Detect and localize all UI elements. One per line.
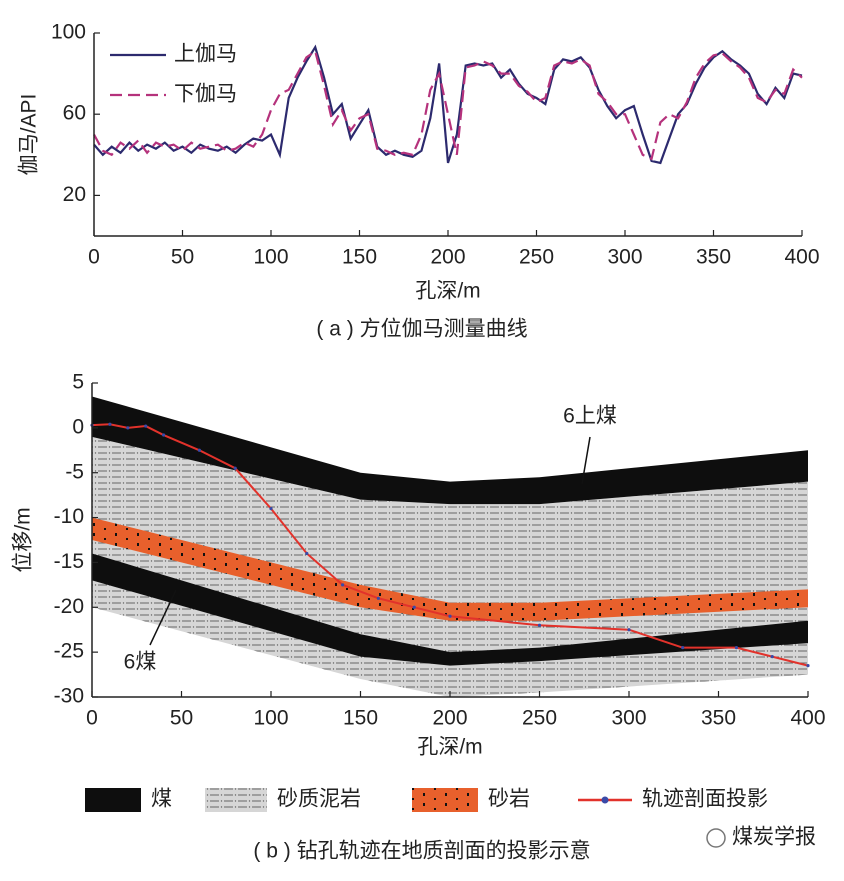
y-tick-label: 100	[51, 21, 86, 44]
trajectory-point	[341, 583, 345, 587]
x-tick-label: 100	[253, 246, 288, 269]
x-tick-label: 250	[522, 707, 557, 730]
gamma-line	[93, 49, 803, 161]
x-tick-label: 400	[790, 707, 825, 730]
trajectory-point	[627, 628, 631, 632]
legend-swatch	[205, 788, 267, 812]
y-tick-label: -15	[54, 550, 84, 573]
y-tick-label: 20	[63, 183, 86, 206]
trajectory-point	[108, 422, 112, 426]
trajectory-point	[770, 655, 774, 659]
trajectory-point	[537, 623, 542, 627]
caption: ( b ) 钻孔轨迹在地质剖面的投影示意	[253, 840, 590, 863]
layer-band	[92, 436, 808, 697]
trajectory-point	[126, 426, 130, 430]
x-tick-label: 400	[784, 246, 819, 269]
legend-swatch	[412, 788, 478, 812]
trajectory-point	[734, 646, 739, 650]
x-tick-label: 150	[343, 707, 378, 730]
legend-label: 砂岩	[488, 788, 530, 811]
legend-marker	[601, 796, 609, 804]
x-tick-label: 350	[701, 707, 736, 730]
legend-swatch	[85, 788, 141, 812]
x-tick-label: 200	[432, 707, 467, 730]
y-tick-label: -30	[54, 685, 84, 708]
legend-label: 砂质泥岩	[277, 788, 361, 811]
x-tick-label: 0	[88, 246, 100, 269]
x-tick-label: 200	[430, 246, 465, 269]
legend-label: 下伽马	[174, 83, 237, 106]
y-tick-label: -20	[54, 595, 84, 618]
trajectory-point	[681, 646, 685, 650]
watermark: 煤炭学报	[706, 826, 816, 849]
x-tick-label: 300	[611, 707, 646, 730]
x-tick-label: 50	[171, 246, 194, 269]
annotation: 6煤	[124, 651, 157, 674]
legend-label: 轨迹剖面投影	[642, 788, 768, 811]
trajectory-point	[197, 448, 201, 452]
layer-band	[92, 517, 808, 621]
y-axis-title: 伽马/API	[18, 94, 41, 176]
y-tick-label: -10	[54, 505, 84, 528]
trajectory-point	[305, 551, 309, 556]
legend-label: 煤	[151, 788, 172, 811]
trajectory-point	[269, 507, 273, 511]
y-axis-title: 位移/m	[12, 507, 35, 572]
trajectory-point	[376, 596, 380, 600]
y-tick-label: 60	[63, 102, 86, 125]
trajectory-point	[233, 466, 237, 470]
layer-band	[92, 396, 808, 505]
x-tick-label: 100	[253, 707, 288, 730]
watermark-text: 煤炭学报	[732, 826, 816, 849]
y-tick-label: -5	[65, 460, 84, 483]
annotation: 6上煤	[563, 405, 617, 428]
annotation-leader	[149, 589, 177, 646]
annotation-leader	[581, 436, 591, 485]
x-tick-label: 350	[696, 246, 731, 269]
trajectory-point	[162, 433, 166, 437]
x-tick-label: 300	[607, 246, 642, 269]
caption: ( a ) 方位伽马测量曲线	[316, 318, 527, 341]
x-tick-label: 250	[519, 246, 554, 269]
x-axis-title: 孔深/m	[415, 280, 480, 303]
x-tick-label: 50	[170, 707, 193, 730]
y-tick-label: -25	[54, 640, 84, 663]
trajectory-point	[144, 424, 148, 428]
x-axis-title: 孔深/m	[417, 736, 482, 759]
y-tick-label: 0	[72, 415, 84, 438]
legend-label: 上伽马	[174, 43, 237, 66]
x-tick-label: 0	[86, 707, 98, 730]
trajectory-point	[412, 605, 416, 609]
trajectory-point	[806, 664, 810, 668]
y-tick-label: 5	[72, 371, 84, 394]
trajectory-point	[448, 614, 452, 618]
layer-band	[92, 553, 808, 666]
x-tick-label: 150	[342, 246, 377, 269]
